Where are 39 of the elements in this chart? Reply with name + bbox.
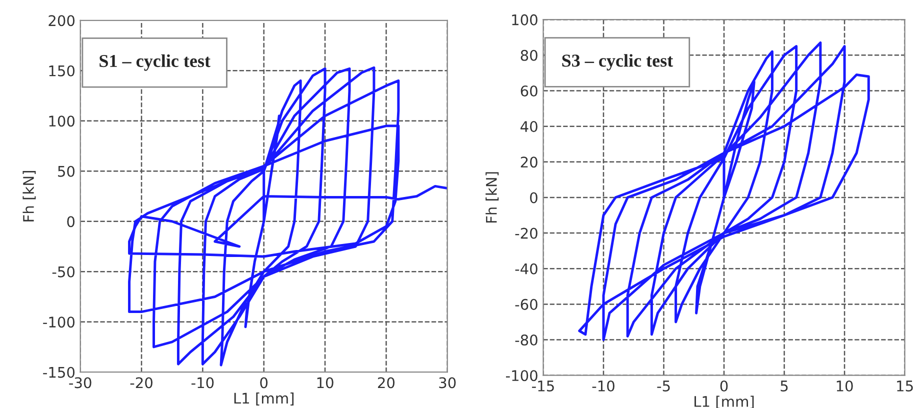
x-tick-label: 30 — [439, 377, 456, 388]
y-tick-label: 150 — [49, 65, 75, 76]
x-tick-label: 10 — [317, 377, 334, 388]
y-tick-label: 60 — [520, 85, 538, 96]
y-tick-label: -150 — [43, 366, 75, 378]
y-tick-label: -20 — [515, 228, 538, 239]
line-series — [578, 41, 870, 342]
y-tick-label: 50 — [58, 166, 75, 177]
x-tick-label: 0 — [720, 380, 728, 392]
y-tick-label: 100 — [512, 14, 538, 26]
x-tick-label: 15 — [897, 380, 913, 392]
x-tick-label: 0 — [260, 377, 268, 388]
y-tick-label: 0 — [530, 192, 538, 204]
x-tick-label: -5 — [657, 380, 670, 392]
y-tick-label: -100 — [43, 316, 75, 328]
x-tick-label: 20 — [378, 377, 395, 388]
y-tick-label: -100 — [506, 370, 538, 382]
y-tick-label: 0 — [67, 216, 75, 228]
annotation: S3 – cyclic test — [562, 54, 674, 70]
y-tick-label: 40 — [520, 121, 538, 132]
y-tick-label: -80 — [515, 334, 538, 346]
y-tick-label: -60 — [515, 298, 538, 310]
x-tick-label: -10 — [592, 380, 614, 392]
y-tick-label: 200 — [48, 15, 75, 26]
x-tick-label: -15 — [532, 380, 554, 392]
y-tick-label: 80 — [520, 50, 538, 61]
x-tick-label: -30 — [69, 377, 92, 388]
x-axis-title: L1 [mm] — [234, 392, 294, 406]
annotation: S1 – cyclic test — [100, 54, 210, 71]
x-tick-label: 10 — [836, 380, 853, 392]
y-tick-label: -40 — [515, 263, 538, 274]
x-tick-label: -10 — [191, 377, 214, 388]
y-axis-title: Fh [kN] — [22, 171, 36, 222]
y-tick-label: -50 — [52, 266, 75, 278]
y-tick-label: 20 — [520, 156, 538, 168]
y-axis-title: Fh [kN] — [486, 172, 499, 223]
x-tick-label: -20 — [130, 377, 152, 388]
x-tick-label: 5 — [780, 380, 788, 392]
y-tick-label: 100 — [49, 116, 75, 127]
